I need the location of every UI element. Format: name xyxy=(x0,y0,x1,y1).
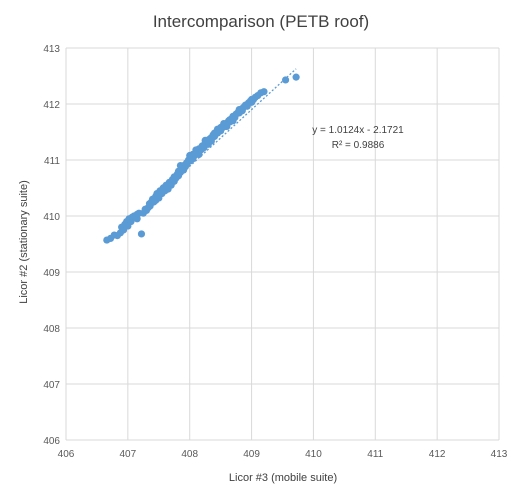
y-tick-label: 410 xyxy=(43,212,60,223)
data-point xyxy=(164,186,171,193)
data-point xyxy=(186,152,193,159)
data-point xyxy=(142,206,149,213)
data-point xyxy=(248,96,255,103)
x-tick-label: 413 xyxy=(491,449,508,460)
x-tick-label: 407 xyxy=(120,449,137,460)
data-point xyxy=(211,130,218,137)
gridlines xyxy=(66,48,499,440)
data-point xyxy=(260,88,267,95)
y-tick-label: 413 xyxy=(43,44,60,55)
x-tick-label: 410 xyxy=(305,449,322,460)
data-point xyxy=(192,146,199,153)
data-point xyxy=(239,105,246,112)
data-point xyxy=(293,74,300,81)
trendline-equation: y = 1.0124x - 2.1721 xyxy=(312,125,404,136)
data-points xyxy=(103,74,299,244)
x-tick-label: 411 xyxy=(367,449,383,460)
x-tick-label: 412 xyxy=(429,449,446,460)
x-axis-title: Licor #3 (mobile suite) xyxy=(229,472,337,484)
y-tick-label: 411 xyxy=(44,156,60,167)
y-tick-label: 407 xyxy=(43,380,60,391)
chart-title: Intercomparison (PETB roof) xyxy=(153,12,369,31)
x-tick-label: 406 xyxy=(58,449,75,460)
data-point xyxy=(134,215,141,222)
data-point xyxy=(138,230,145,237)
x-tick-label: 409 xyxy=(243,449,260,460)
data-point xyxy=(175,172,182,179)
tick-labels: 406 407 408 409 410 411 412 413 406 407 408 409 410 4… xyxy=(43,44,507,460)
y-tick-label: 408 xyxy=(43,324,60,335)
data-point xyxy=(183,161,190,168)
y-tick-label: 412 xyxy=(43,100,60,111)
data-point xyxy=(282,76,289,83)
y-axis-title: Licor #2 (stationary suite) xyxy=(18,180,30,304)
data-point xyxy=(220,120,227,127)
y-tick-label: 406 xyxy=(43,436,60,447)
trendline-r-squared: R² = 0.9886 xyxy=(332,140,385,151)
data-point xyxy=(229,117,236,124)
x-tick-label: 408 xyxy=(181,449,198,460)
data-point xyxy=(177,162,184,169)
data-point xyxy=(155,194,162,201)
y-tick-label: 409 xyxy=(43,268,60,279)
data-point xyxy=(202,137,209,144)
